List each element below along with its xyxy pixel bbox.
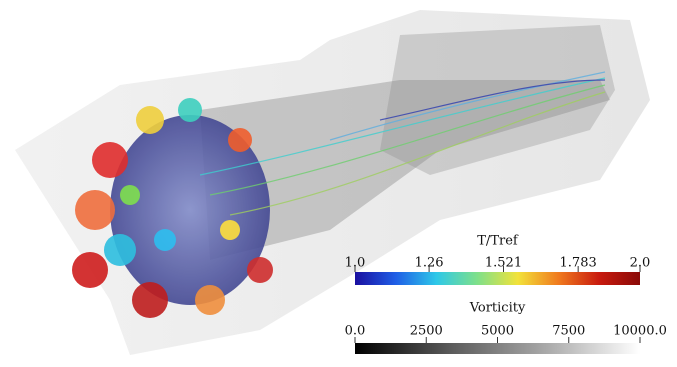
tick-label: 2500 [410,324,443,339]
tick-label: 10000.0 [613,324,667,339]
colorbar [355,343,640,354]
tick-label: 1.783 [560,256,597,271]
tick-label: 5000 [481,324,514,339]
colorbar-title: T/Tref [477,234,519,249]
render [15,10,650,355]
colorbars: T/Tref 1.0 1.26 1.521 1.783 2.0 Vorticity 0.0 25… [345,234,667,355]
tick-label: 0.0 [345,324,366,339]
tick-label: 1.521 [485,256,522,271]
colorbar-title: Vorticity [469,301,526,316]
colorbar [355,272,640,285]
tick-label: 1.0 [345,256,366,271]
tick-label: 7500 [552,324,585,339]
tick-label: 2.0 [630,256,651,271]
scene: T/Tref 1.0 1.26 1.521 1.783 2.0 Vorticity 0.0 25… [0,0,677,367]
tick-label: 1.26 [415,256,444,271]
